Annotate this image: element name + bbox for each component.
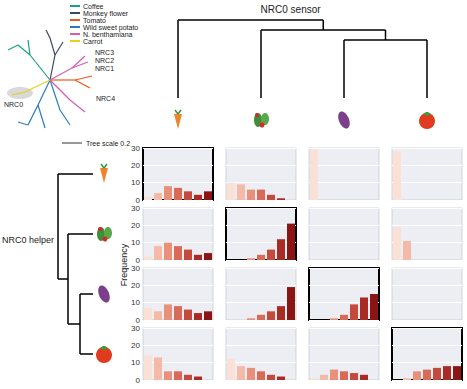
svg-text:NRC3: NRC3 bbox=[95, 49, 114, 56]
svg-text:Frequency: Frequency bbox=[119, 243, 129, 286]
svg-text:NRC4: NRC4 bbox=[96, 95, 115, 102]
svg-text:NRC1: NRC1 bbox=[95, 65, 114, 72]
svg-text:Monkey flower: Monkey flower bbox=[83, 9, 129, 17]
svg-text:NRC0: NRC0 bbox=[4, 101, 23, 108]
svg-text:0: 0 bbox=[135, 255, 140, 265]
svg-text:0: 0 bbox=[135, 195, 140, 205]
svg-text:Tomato: Tomato bbox=[83, 17, 106, 24]
svg-text:NRC0 helper: NRC0 helper bbox=[2, 235, 54, 245]
svg-text:Wild sweet potato: Wild sweet potato bbox=[83, 23, 139, 31]
svg-text:Coffee: Coffee bbox=[83, 3, 104, 10]
svg-text:20: 20 bbox=[131, 281, 140, 290]
svg-text:20: 20 bbox=[131, 341, 140, 350]
svg-text:NRC0 sensor: NRC0 sensor bbox=[261, 4, 322, 15]
svg-text:N. benthamiana: N. benthamiana bbox=[83, 31, 133, 38]
svg-text:0: 0 bbox=[135, 315, 140, 325]
svg-text:Tree scale 0.2: Tree scale 0.2 bbox=[86, 140, 130, 147]
svg-text:30: 30 bbox=[131, 264, 140, 273]
svg-text:30: 30 bbox=[131, 204, 140, 213]
svg-text:30: 30 bbox=[131, 144, 140, 153]
svg-text:0: 0 bbox=[136, 376, 141, 385]
svg-text:10: 10 bbox=[131, 178, 140, 187]
svg-text:10: 10 bbox=[131, 358, 140, 367]
svg-text:30: 30 bbox=[131, 324, 140, 333]
svg-text:20: 20 bbox=[131, 221, 140, 230]
svg-text:10: 10 bbox=[131, 238, 140, 247]
svg-text:NRC2: NRC2 bbox=[95, 57, 114, 64]
svg-text:10: 10 bbox=[131, 298, 140, 307]
svg-text:Carrot: Carrot bbox=[83, 38, 103, 45]
svg-text:20: 20 bbox=[131, 161, 140, 170]
